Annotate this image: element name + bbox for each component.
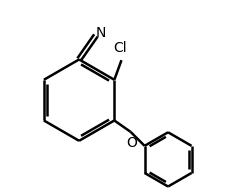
Text: N: N — [95, 26, 106, 40]
Text: Cl: Cl — [114, 41, 127, 55]
Text: O: O — [126, 136, 137, 150]
